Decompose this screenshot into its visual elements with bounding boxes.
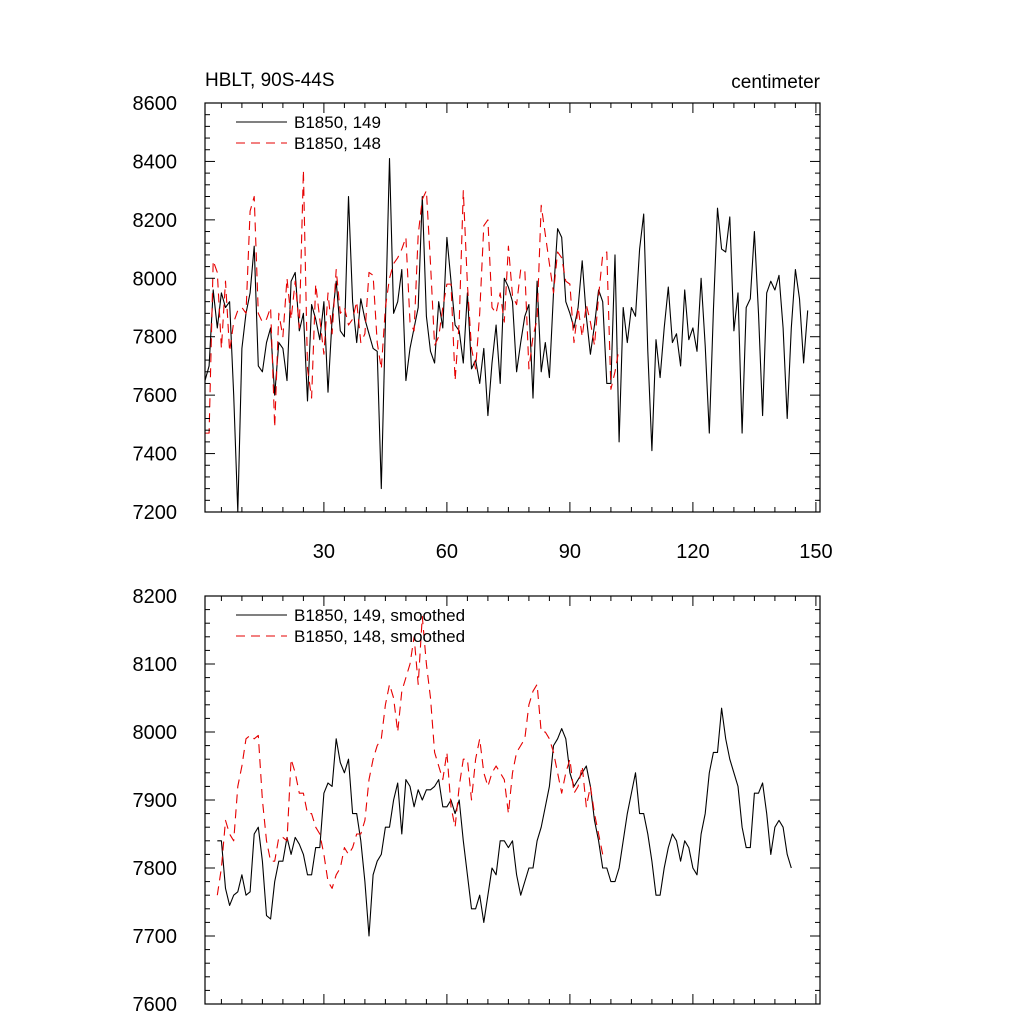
x-tick-label: 120 xyxy=(676,541,709,563)
y-tick-label: 8600 xyxy=(133,93,178,115)
y-tick-label: 7800 xyxy=(133,858,178,880)
y-tick-label: 7600 xyxy=(133,385,178,407)
y-tick-label: 7400 xyxy=(133,444,178,466)
chart-title-left: HBLT, 90S-44S xyxy=(205,70,335,91)
series-line-1 xyxy=(217,707,792,937)
x-tick-label: 90 xyxy=(559,541,581,563)
y-tick-label: 7800 xyxy=(133,327,178,349)
legend-label-1: B1850, 149, smoothed xyxy=(294,606,465,625)
y-tick-label: 8200 xyxy=(133,210,178,232)
chart-title-right: centimeter xyxy=(731,72,820,93)
legend: B1850, 149, smoothed B1850, 148, smoothed xyxy=(236,606,465,646)
x-tick-label: 30 xyxy=(313,541,335,563)
y-tick-label: 7900 xyxy=(133,790,178,812)
legend: B1850, 149 B1850, 148 xyxy=(236,113,381,153)
series-line-2 xyxy=(205,169,620,434)
x-tick-label: 60 xyxy=(436,541,458,563)
y-tick-label: 7700 xyxy=(133,926,178,948)
y-tick-label: 8000 xyxy=(133,722,178,744)
y-tick-label: 8200 xyxy=(133,586,178,608)
y-tick-label: 7600 xyxy=(133,994,178,1016)
x-tick-label: 150 xyxy=(799,541,832,563)
y-tick-label: 8100 xyxy=(133,654,178,676)
series-line-1 xyxy=(204,157,809,513)
y-tick-label: 7200 xyxy=(133,502,178,524)
plot-frame xyxy=(204,595,821,1005)
chart-panel-1: 7200 7400 7600 7800 8000 8200 8400 8600 30 60 90 12… xyxy=(133,70,833,563)
chart-panel-2: 7600 7700 7800 7900 8000 8100 8200 B1850, 149, … xyxy=(133,586,821,1016)
plot-frame xyxy=(204,102,821,513)
series-line-2 xyxy=(216,615,604,896)
y-tick-label: 8000 xyxy=(133,268,178,290)
y-tick-label: 8400 xyxy=(133,151,178,173)
legend-label-2: B1850, 148, smoothed xyxy=(294,627,465,646)
legend-label-2: B1850, 148 xyxy=(294,134,381,153)
legend-label-1: B1850, 149 xyxy=(294,113,381,132)
